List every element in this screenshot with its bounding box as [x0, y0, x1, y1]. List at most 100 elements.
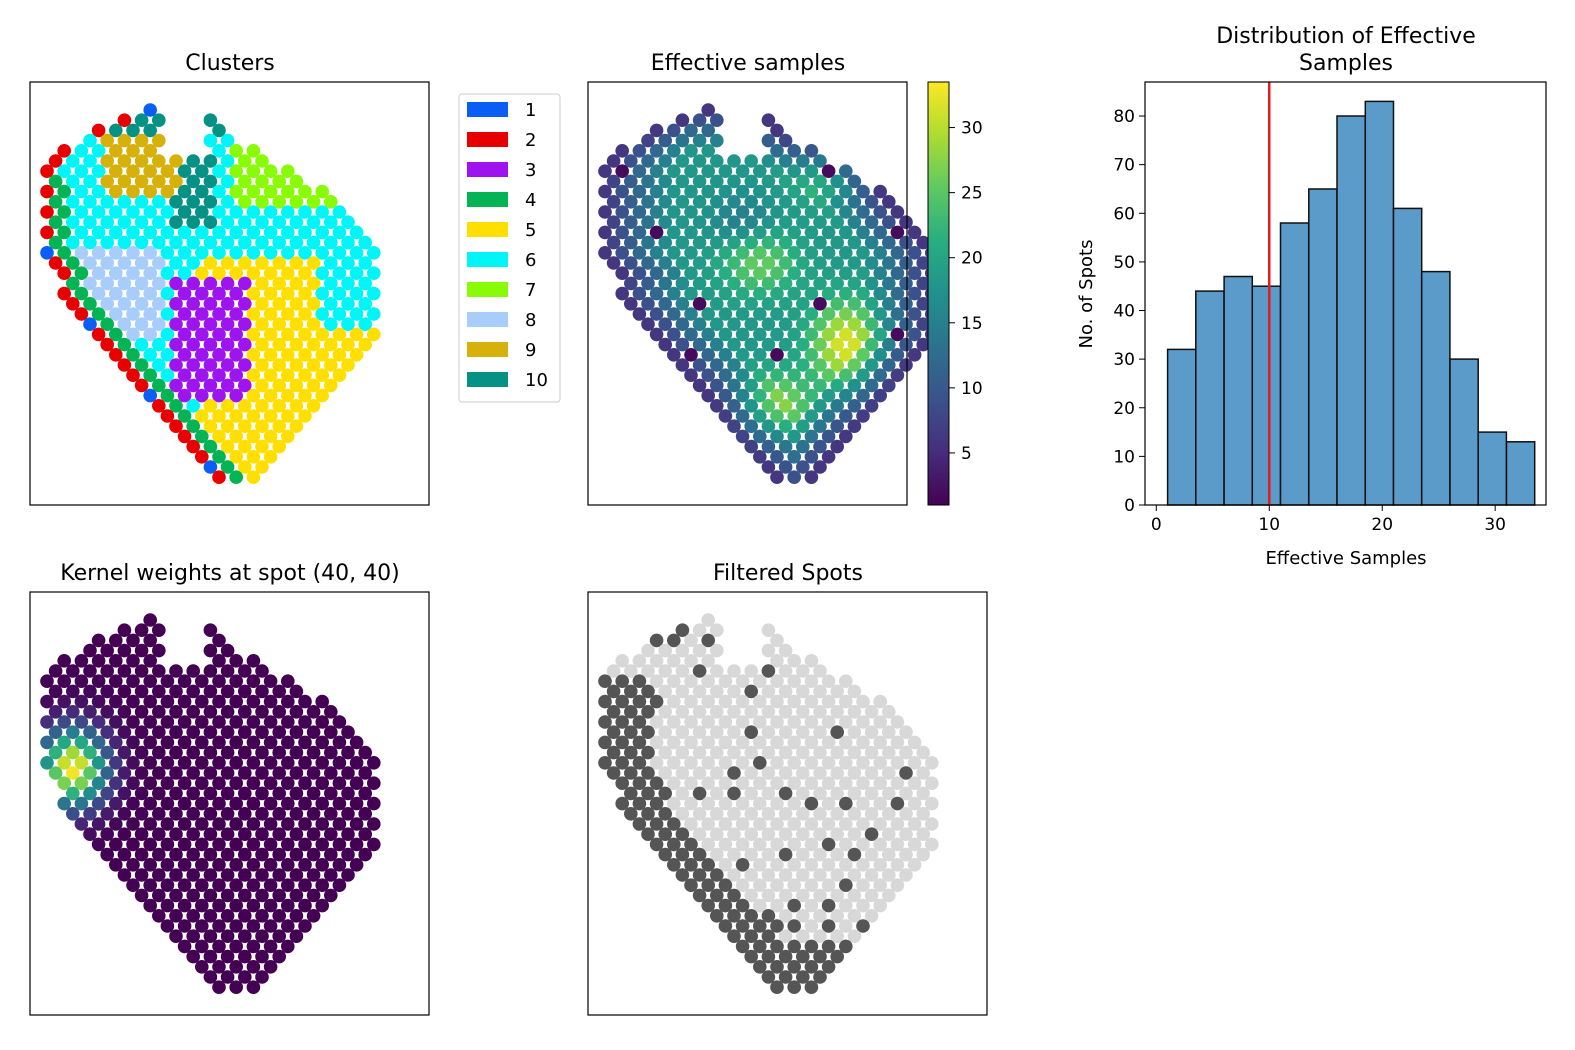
kernel-spot: [195, 919, 209, 933]
legend-swatch-1: [467, 102, 508, 117]
cluster-spot: [100, 235, 114, 250]
kernel-spot: [126, 735, 140, 750]
cluster-spot: [212, 225, 226, 240]
cluster-spot: [203, 215, 218, 229]
filter-spot: [907, 837, 922, 852]
legend-swatch-6: [467, 252, 508, 267]
cluster-spot: [358, 276, 373, 291]
kernel-spot: [186, 888, 200, 903]
kernel-spot: [177, 919, 192, 933]
kernel-spot: [177, 939, 192, 954]
filter-spot: [615, 674, 629, 688]
kernel-spot: [220, 909, 235, 923]
filter-spot: [641, 807, 655, 821]
kernel-spot: [246, 960, 261, 974]
kernel-spot: [109, 817, 123, 831]
filter-spot: [718, 919, 733, 933]
filter-spot: [804, 980, 819, 994]
effective-spot: [649, 307, 664, 321]
kernel-spot: [229, 776, 243, 790]
effective-spot: [804, 450, 819, 464]
histogram-bar: [1364, 100, 1395, 506]
kernel-spot: [152, 664, 166, 678]
kernel-spot: [324, 705, 338, 719]
filter-spot: [804, 960, 819, 974]
cluster-spot: [324, 297, 338, 311]
filter-spot: [778, 807, 793, 821]
cluster-spot: [349, 307, 364, 321]
cluster-spot: [306, 297, 321, 311]
effective-spot: [856, 184, 870, 199]
effective-spot: [770, 307, 784, 321]
kernel-spot: [203, 909, 218, 923]
cluster-spot: [255, 399, 269, 413]
cluster-spot: [238, 317, 252, 332]
kernel-spot: [255, 766, 269, 780]
effective-spot: [804, 225, 819, 240]
effective-spot: [882, 358, 896, 372]
filter-spot: [804, 898, 819, 913]
kernel-spot: [143, 776, 157, 790]
filter-spot: [624, 786, 638, 801]
filter-spot: [916, 786, 930, 801]
cluster-spot: [152, 399, 166, 413]
effective-spot: [916, 317, 930, 332]
filter-spot: [718, 715, 733, 729]
effective-spot: [916, 297, 930, 311]
kernel-spot: [169, 745, 183, 760]
filter-spot: [890, 858, 905, 872]
effective-spot: [770, 348, 784, 362]
kernel-spot: [263, 837, 278, 852]
filter-spot: [813, 684, 827, 699]
cluster-spot: [177, 327, 192, 342]
kernel-spot: [203, 623, 218, 637]
effective-spot: [778, 174, 793, 189]
cluster-spot: [195, 388, 209, 403]
filter-spot: [864, 827, 879, 841]
kernel-spot: [289, 705, 304, 719]
cluster-spot: [367, 246, 381, 260]
effective-spot: [770, 470, 784, 485]
effective-spot: [692, 235, 707, 250]
filter-spot: [632, 796, 647, 811]
kernel-spot: [212, 756, 226, 770]
filter-spot: [675, 623, 690, 637]
filter-spot: [624, 807, 638, 821]
effective-spot: [813, 174, 827, 189]
effective-spot: [753, 164, 767, 178]
cluster-spot: [315, 368, 330, 383]
cluster-spot: [246, 327, 261, 342]
effective-spot: [778, 337, 793, 352]
cluster-spot: [48, 256, 63, 270]
histogram-bar: [1166, 348, 1197, 506]
filter-spot: [641, 766, 655, 780]
kernel-spot: [281, 715, 295, 729]
cluster-spot: [83, 195, 97, 209]
kernel-spot: [306, 868, 321, 882]
cluster-spot: [246, 164, 261, 178]
effective-spot: [710, 378, 724, 393]
kernel-spot: [126, 694, 140, 709]
kernel-spot: [83, 807, 97, 821]
effective-spot: [675, 276, 690, 291]
kernel-spot: [186, 949, 200, 964]
cluster-spot: [203, 113, 218, 127]
kernel-spot: [74, 694, 89, 709]
kernel-spot: [220, 643, 235, 658]
effective-spot: [684, 205, 698, 219]
effective-spot: [710, 276, 724, 291]
filter-spot: [770, 898, 784, 913]
kernel-spot: [306, 888, 321, 903]
effective-spot: [856, 246, 870, 260]
filter-spot: [684, 715, 698, 729]
filter-spot: [830, 929, 844, 943]
filter-spot: [753, 776, 767, 790]
kernel-spot: [195, 837, 209, 852]
filter-spot: [701, 633, 715, 648]
legend-label-5: 5: [525, 220, 536, 241]
cluster-spot: [91, 164, 106, 178]
kernel-spot: [91, 633, 106, 648]
kernel-spot: [324, 786, 338, 801]
kernel-spot: [91, 654, 106, 668]
kernel-spot: [169, 868, 183, 882]
